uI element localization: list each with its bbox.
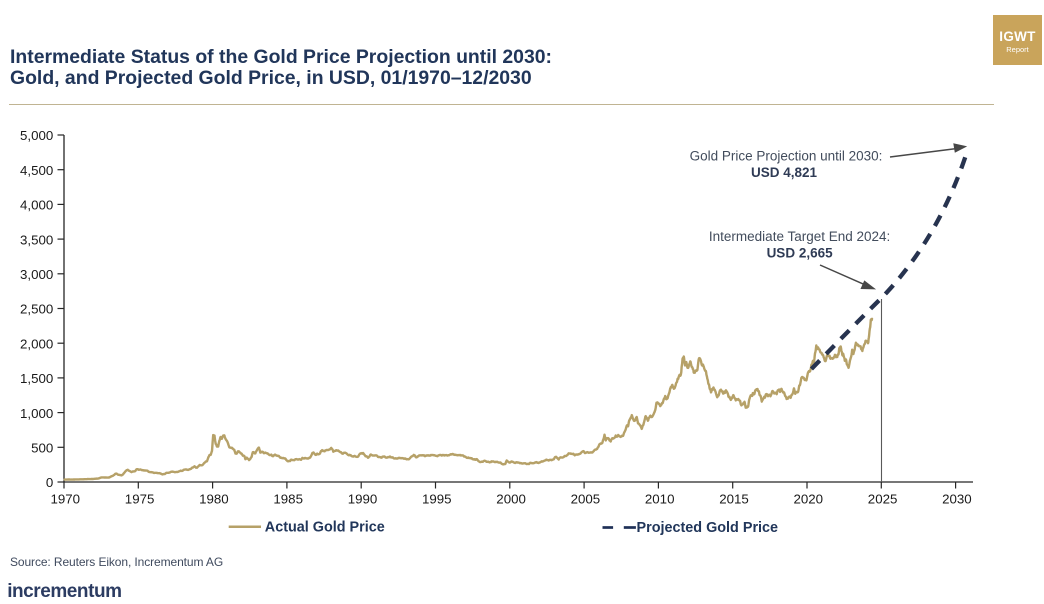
svg-text:Gold Price Projection until 20: Gold Price Projection until 2030:	[690, 149, 883, 164]
svg-text:1,500: 1,500	[20, 371, 53, 386]
svg-text:2020: 2020	[794, 491, 824, 506]
svg-text:2025: 2025	[868, 491, 898, 506]
svg-text:1,000: 1,000	[20, 406, 53, 421]
svg-text:1995: 1995	[422, 491, 452, 506]
svg-text:4,000: 4,000	[20, 198, 53, 213]
svg-text:1990: 1990	[348, 491, 378, 506]
svg-text:USD 4,821: USD 4,821	[751, 165, 818, 180]
svg-text:USD 2,665: USD 2,665	[767, 245, 834, 260]
svg-text:2,500: 2,500	[20, 302, 53, 317]
svg-text:2030: 2030	[942, 491, 972, 506]
svg-text:2,000: 2,000	[20, 336, 53, 351]
svg-text:Intermediate Target End 2024:: Intermediate Target End 2024:	[709, 229, 890, 244]
svg-text:2010: 2010	[645, 491, 675, 506]
svg-text:5,000: 5,000	[20, 128, 53, 143]
svg-text:500: 500	[31, 441, 53, 456]
svg-text:1985: 1985	[273, 491, 303, 506]
svg-text:2000: 2000	[496, 491, 526, 506]
svg-text:1975: 1975	[125, 491, 155, 506]
svg-text:4,500: 4,500	[20, 163, 53, 178]
svg-text:2005: 2005	[571, 491, 601, 506]
svg-text:0: 0	[46, 475, 53, 490]
svg-text:1980: 1980	[199, 491, 229, 506]
svg-text:2015: 2015	[719, 491, 749, 506]
svg-text:3,500: 3,500	[20, 232, 53, 247]
svg-text:1970: 1970	[51, 491, 81, 506]
svg-text:Projected Gold Price: Projected Gold Price	[637, 520, 779, 536]
svg-text:Actual Gold Price: Actual Gold Price	[265, 520, 385, 536]
svg-text:3,000: 3,000	[20, 267, 53, 282]
